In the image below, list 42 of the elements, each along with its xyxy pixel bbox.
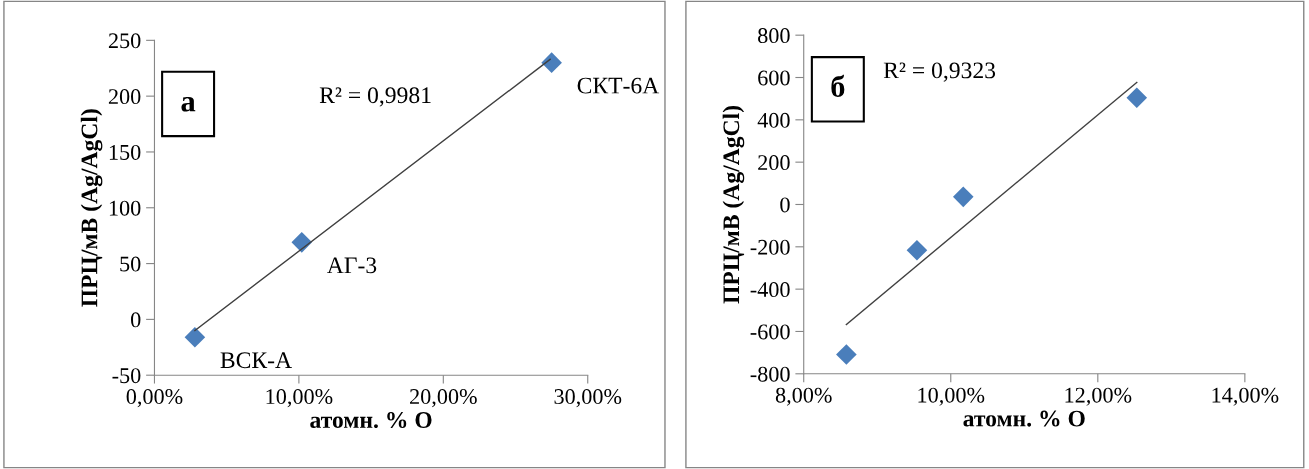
x-tick-label: 20,00%	[410, 389, 477, 408]
y-tick-label: -200	[750, 239, 790, 255]
y-tick-label: 50	[120, 256, 141, 272]
point	[291, 232, 313, 253]
annotation: ВСК-А	[220, 352, 292, 369]
point	[541, 52, 562, 73]
x-axis-title: атомн. % О	[963, 410, 1085, 427]
point	[836, 344, 857, 365]
y-tick-label: -600	[750, 324, 790, 340]
point	[184, 326, 206, 348]
annotation: R² = 0,9981	[319, 87, 431, 107]
annotation: СКТ-6А	[577, 77, 660, 94]
y-tick-label: 800	[758, 28, 790, 44]
annotation: R² = 0,9323	[883, 62, 996, 82]
y-axis-title: ПРЦ/мВ (Ag/AgCl)	[722, 105, 745, 304]
y-tick-label: -400	[750, 282, 790, 298]
y-tick-label: 400	[757, 112, 790, 128]
annotation: а	[181, 96, 196, 112]
x-tick-label: 10,00%	[266, 389, 333, 408]
y-tick-label: 600	[758, 70, 790, 86]
x-tick-label: 10,00%	[918, 387, 985, 406]
y-tick-label: 150	[109, 144, 141, 160]
y-tick-label: 0	[780, 197, 790, 213]
annotation: б	[831, 74, 845, 97]
annotation: АГ-3	[327, 257, 377, 274]
x-tick-label: 0,00%	[126, 389, 183, 408]
y-tick-label: 250	[108, 33, 141, 49]
x-tick-label: 14,00%	[1212, 387, 1279, 406]
point	[906, 239, 928, 261]
x-axis-title: атомн. % О	[310, 412, 432, 429]
y-tick-label: -800	[750, 366, 790, 382]
y-tick-label: 200	[108, 89, 141, 105]
point	[952, 186, 974, 208]
y-tick-label: -50	[112, 368, 141, 384]
y-axis-title: ПРЦ/мВ (Ag/AgCl)	[80, 109, 103, 307]
y-tick-label: 200	[758, 155, 790, 171]
x-tick-label: 12,00%	[1065, 387, 1132, 406]
y-tick-label: 0	[131, 312, 141, 328]
x-tick-label: 30,00%	[554, 389, 622, 408]
y-tick-label: 100	[109, 200, 141, 216]
point	[1126, 87, 1148, 109]
x-tick-label: 8,00%	[775, 387, 832, 406]
